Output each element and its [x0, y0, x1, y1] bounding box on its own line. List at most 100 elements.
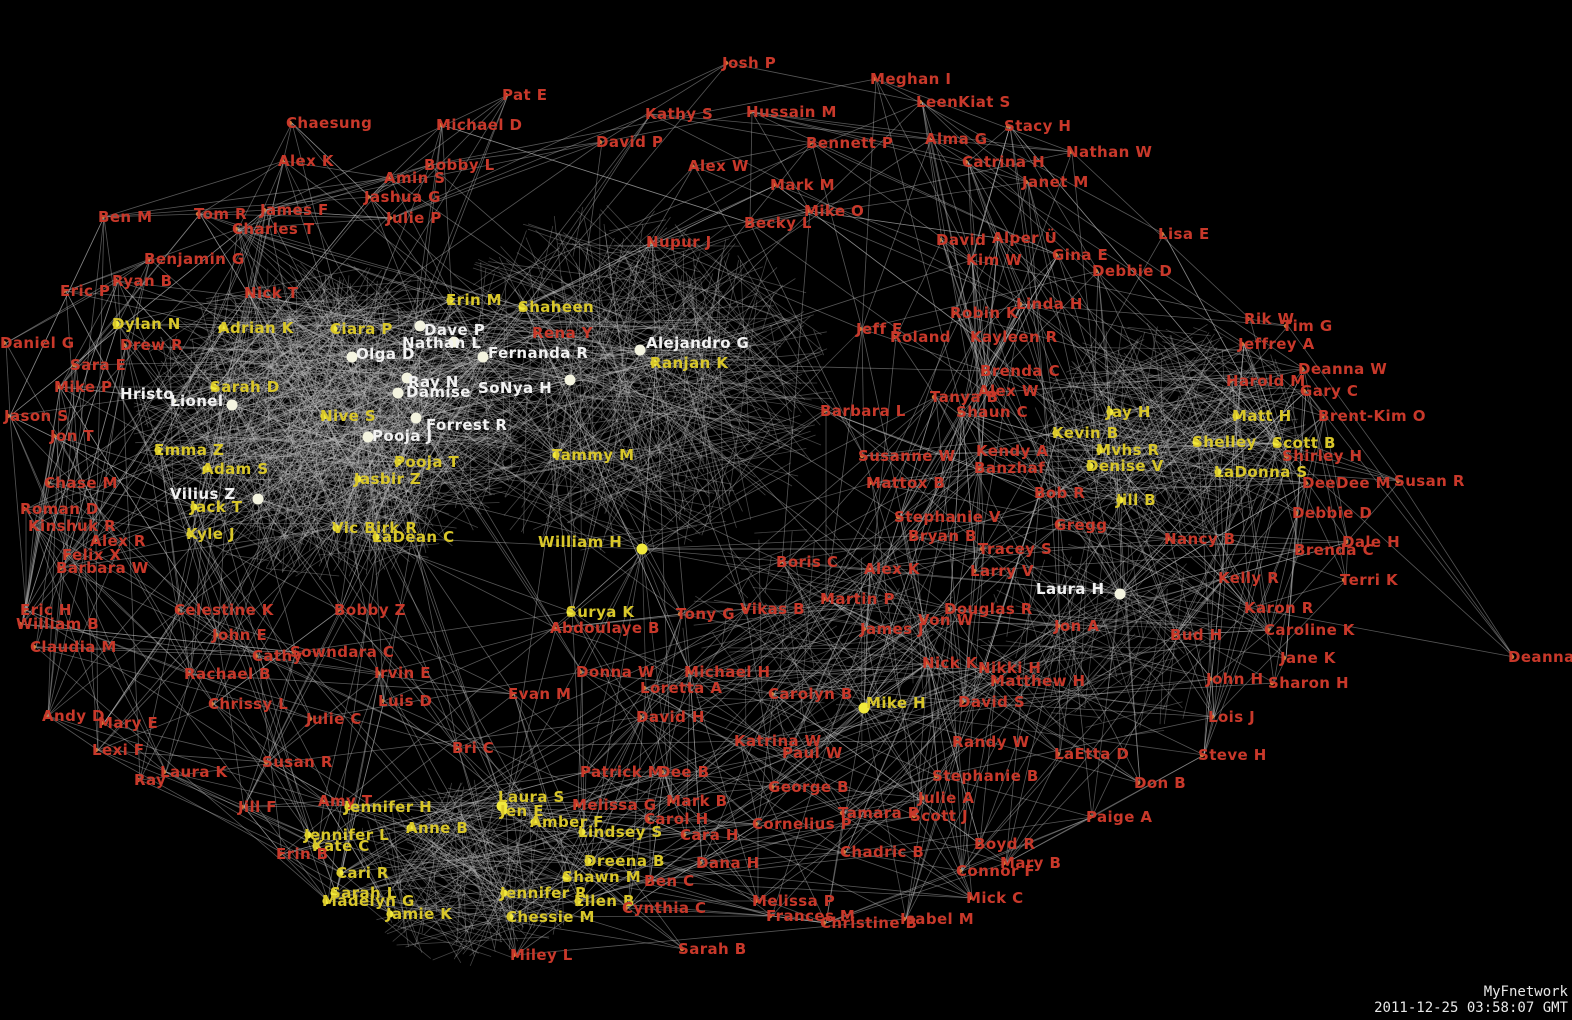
node-label[interactable]: Ranjan K: [650, 354, 729, 372]
node-label[interactable]: Forrest R: [426, 416, 507, 434]
node-dot[interactable]: [312, 842, 320, 850]
node-label[interactable]: Alex W: [978, 382, 1039, 400]
node-label[interactable]: Carol H: [644, 810, 709, 828]
node-dot[interactable]: [1219, 575, 1225, 581]
node-label[interactable]: Cynthia C: [622, 899, 706, 917]
node-label[interactable]: LaEtta D: [1054, 745, 1129, 763]
node-dot[interactable]: [453, 745, 459, 751]
node-label[interactable]: Meghan I: [870, 70, 951, 88]
node-dot[interactable]: [971, 568, 977, 574]
node-label[interactable]: Donna W: [576, 663, 655, 681]
node-label[interactable]: Jon T: [49, 427, 94, 445]
node-label[interactable]: George B: [768, 778, 849, 796]
node-label[interactable]: Abdoulaye B: [550, 619, 660, 637]
node-dot[interactable]: [1093, 268, 1099, 274]
node-dot[interactable]: [745, 220, 751, 226]
node-dot[interactable]: [1265, 627, 1271, 633]
node-label[interactable]: Harold M: [1226, 372, 1306, 390]
node-label[interactable]: Laura H: [1036, 580, 1104, 598]
node-dot[interactable]: [145, 256, 151, 262]
node-dot[interactable]: [99, 214, 105, 220]
node-label[interactable]: Jack T: [189, 498, 243, 516]
node-dot[interactable]: [645, 878, 651, 884]
node-label[interactable]: Erin B: [276, 845, 329, 863]
node-dot[interactable]: [425, 162, 431, 168]
node-dot[interactable]: [767, 913, 773, 919]
node-dot[interactable]: [401, 372, 413, 384]
node-dot[interactable]: [747, 109, 753, 115]
node-dot[interactable]: [993, 235, 999, 241]
node-dot[interactable]: [821, 596, 827, 602]
node-label[interactable]: Denise V: [1086, 457, 1164, 475]
node-label[interactable]: Brenda C: [1294, 541, 1374, 559]
node-dot[interactable]: [379, 698, 385, 704]
node-label[interactable]: Matt H: [1232, 407, 1292, 425]
node-dot[interactable]: [1283, 323, 1289, 329]
node-label[interactable]: Laura S: [498, 788, 565, 806]
node-dot[interactable]: [307, 716, 313, 722]
node-dot[interactable]: [1001, 860, 1007, 866]
node-dot[interactable]: [945, 606, 951, 612]
node-label[interactable]: Stacy H: [1004, 117, 1071, 135]
node-dot[interactable]: [195, 211, 201, 217]
node-dot[interactable]: [437, 122, 443, 128]
node-label[interactable]: Chadric B: [840, 843, 924, 861]
node-label[interactable]: Jen E: [499, 802, 544, 820]
node-label[interactable]: Julie P: [385, 209, 442, 227]
node-dot[interactable]: [161, 769, 167, 775]
node-label[interactable]: Sarah B: [678, 940, 747, 958]
node-label[interactable]: Erin M: [446, 291, 502, 309]
node-dot[interactable]: [500, 889, 508, 897]
node-dot[interactable]: [171, 398, 177, 404]
node-label[interactable]: William H: [538, 533, 622, 551]
node-dot[interactable]: [919, 795, 925, 801]
node-dot[interactable]: [805, 208, 811, 214]
node-label[interactable]: Adrian K: [218, 319, 295, 337]
node-label[interactable]: Janet M: [1021, 173, 1089, 191]
node-dot[interactable]: [1171, 632, 1177, 638]
node-dot[interactable]: [769, 784, 775, 790]
node-label[interactable]: Bri C: [452, 739, 494, 757]
node-dot[interactable]: [239, 804, 245, 810]
node-dot[interactable]: [1086, 462, 1094, 470]
node-label[interactable]: Martin P: [820, 590, 895, 608]
node-dot[interactable]: [1135, 780, 1141, 786]
node-label[interactable]: Pooja T: [394, 453, 459, 471]
node-label[interactable]: Rachael B: [184, 665, 271, 683]
node-label[interactable]: Barbara L: [820, 402, 906, 420]
node-label[interactable]: Deanna: [1508, 648, 1572, 666]
node-dot[interactable]: [410, 412, 422, 424]
node-label[interactable]: Alper Ü: [992, 228, 1057, 247]
node-dot[interactable]: [735, 738, 741, 744]
node-dot[interactable]: [957, 868, 963, 874]
node-dot[interactable]: [911, 813, 917, 819]
node-label[interactable]: Catrina H: [962, 153, 1045, 171]
node-dot[interactable]: [677, 611, 683, 617]
node-label[interactable]: Von W: [918, 611, 974, 629]
node-dot[interactable]: [1005, 123, 1011, 129]
node-label[interactable]: Tammy M: [552, 446, 634, 464]
node-dot[interactable]: [681, 832, 687, 838]
node-label[interactable]: Melissa P: [752, 892, 835, 910]
node-label[interactable]: LaDean C: [372, 528, 455, 546]
node-label[interactable]: Mark M: [770, 176, 835, 194]
node-label[interactable]: Banzhaf: [974, 459, 1045, 477]
node-dot[interactable]: [245, 290, 251, 296]
node-label[interactable]: Jamie K: [385, 905, 453, 923]
node-label[interactable]: Mike P: [54, 378, 112, 396]
node-dot[interactable]: [304, 831, 312, 839]
node-label[interactable]: Alex R: [90, 532, 146, 550]
node-label[interactable]: Eric P: [60, 282, 110, 300]
node-label[interactable]: John H: [1205, 670, 1263, 688]
node-label[interactable]: Vic Birk R: [332, 519, 417, 537]
node-label[interactable]: Kyle J: [186, 525, 235, 543]
node-label[interactable]: David: [936, 231, 986, 249]
node-dot[interactable]: [967, 257, 973, 263]
node-dot[interactable]: [17, 621, 23, 627]
node-label[interactable]: Sarah D: [210, 378, 280, 396]
node-dot[interactable]: [562, 873, 570, 881]
node-dot[interactable]: [1301, 388, 1307, 394]
node-dot[interactable]: [500, 807, 508, 815]
node-label[interactable]: Lexi F: [92, 741, 144, 759]
node-dot[interactable]: [226, 399, 238, 411]
